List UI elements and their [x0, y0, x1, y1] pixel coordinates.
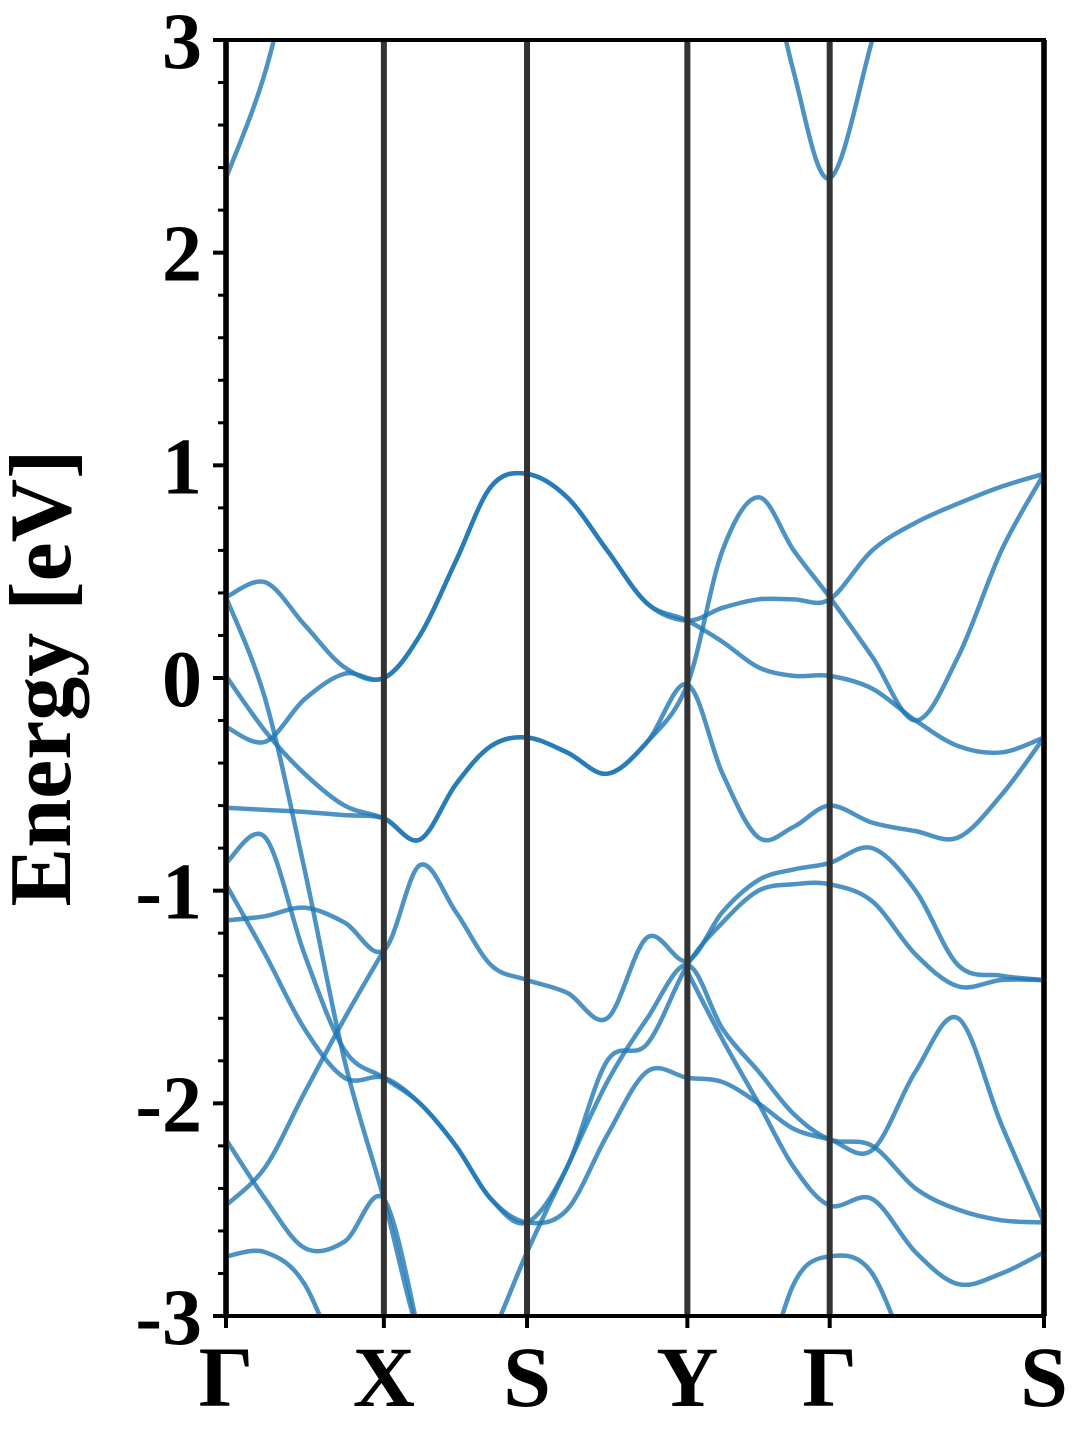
band-line: [226, 949, 1044, 1288]
band-line: [226, 1248, 323, 1316]
band-line: [226, 470, 1044, 756]
band-line: [226, 472, 1044, 843]
y-tick-label: -2: [135, 1061, 202, 1149]
x-tick-label: Γ: [802, 1329, 857, 1425]
band-line: [226, 845, 1044, 1023]
band-line: [226, 470, 1044, 683]
band-line: [226, 831, 1044, 1226]
x-tick-label: S: [503, 1329, 551, 1425]
y-axis-label: Energy [eV]: [0, 450, 90, 907]
x-tick-label: Y: [656, 1329, 718, 1425]
y-tick-label: 2: [162, 211, 202, 299]
x-tick-label: Γ: [199, 1329, 254, 1425]
plot-frame: [224, 38, 1046, 1318]
y-tick-label: -3: [135, 1274, 202, 1362]
x-tick-label: S: [1020, 1329, 1068, 1425]
y-tick-label: 1: [162, 423, 202, 511]
y-tick-label: 3: [162, 0, 202, 86]
y-tick-label: -1: [135, 849, 202, 937]
band-line: [226, 40, 875, 181]
plot-area: [226, 40, 1044, 1316]
y-tick-label: 0: [162, 636, 202, 724]
x-tick-label: X: [353, 1329, 415, 1425]
band-line: [226, 883, 1044, 1226]
